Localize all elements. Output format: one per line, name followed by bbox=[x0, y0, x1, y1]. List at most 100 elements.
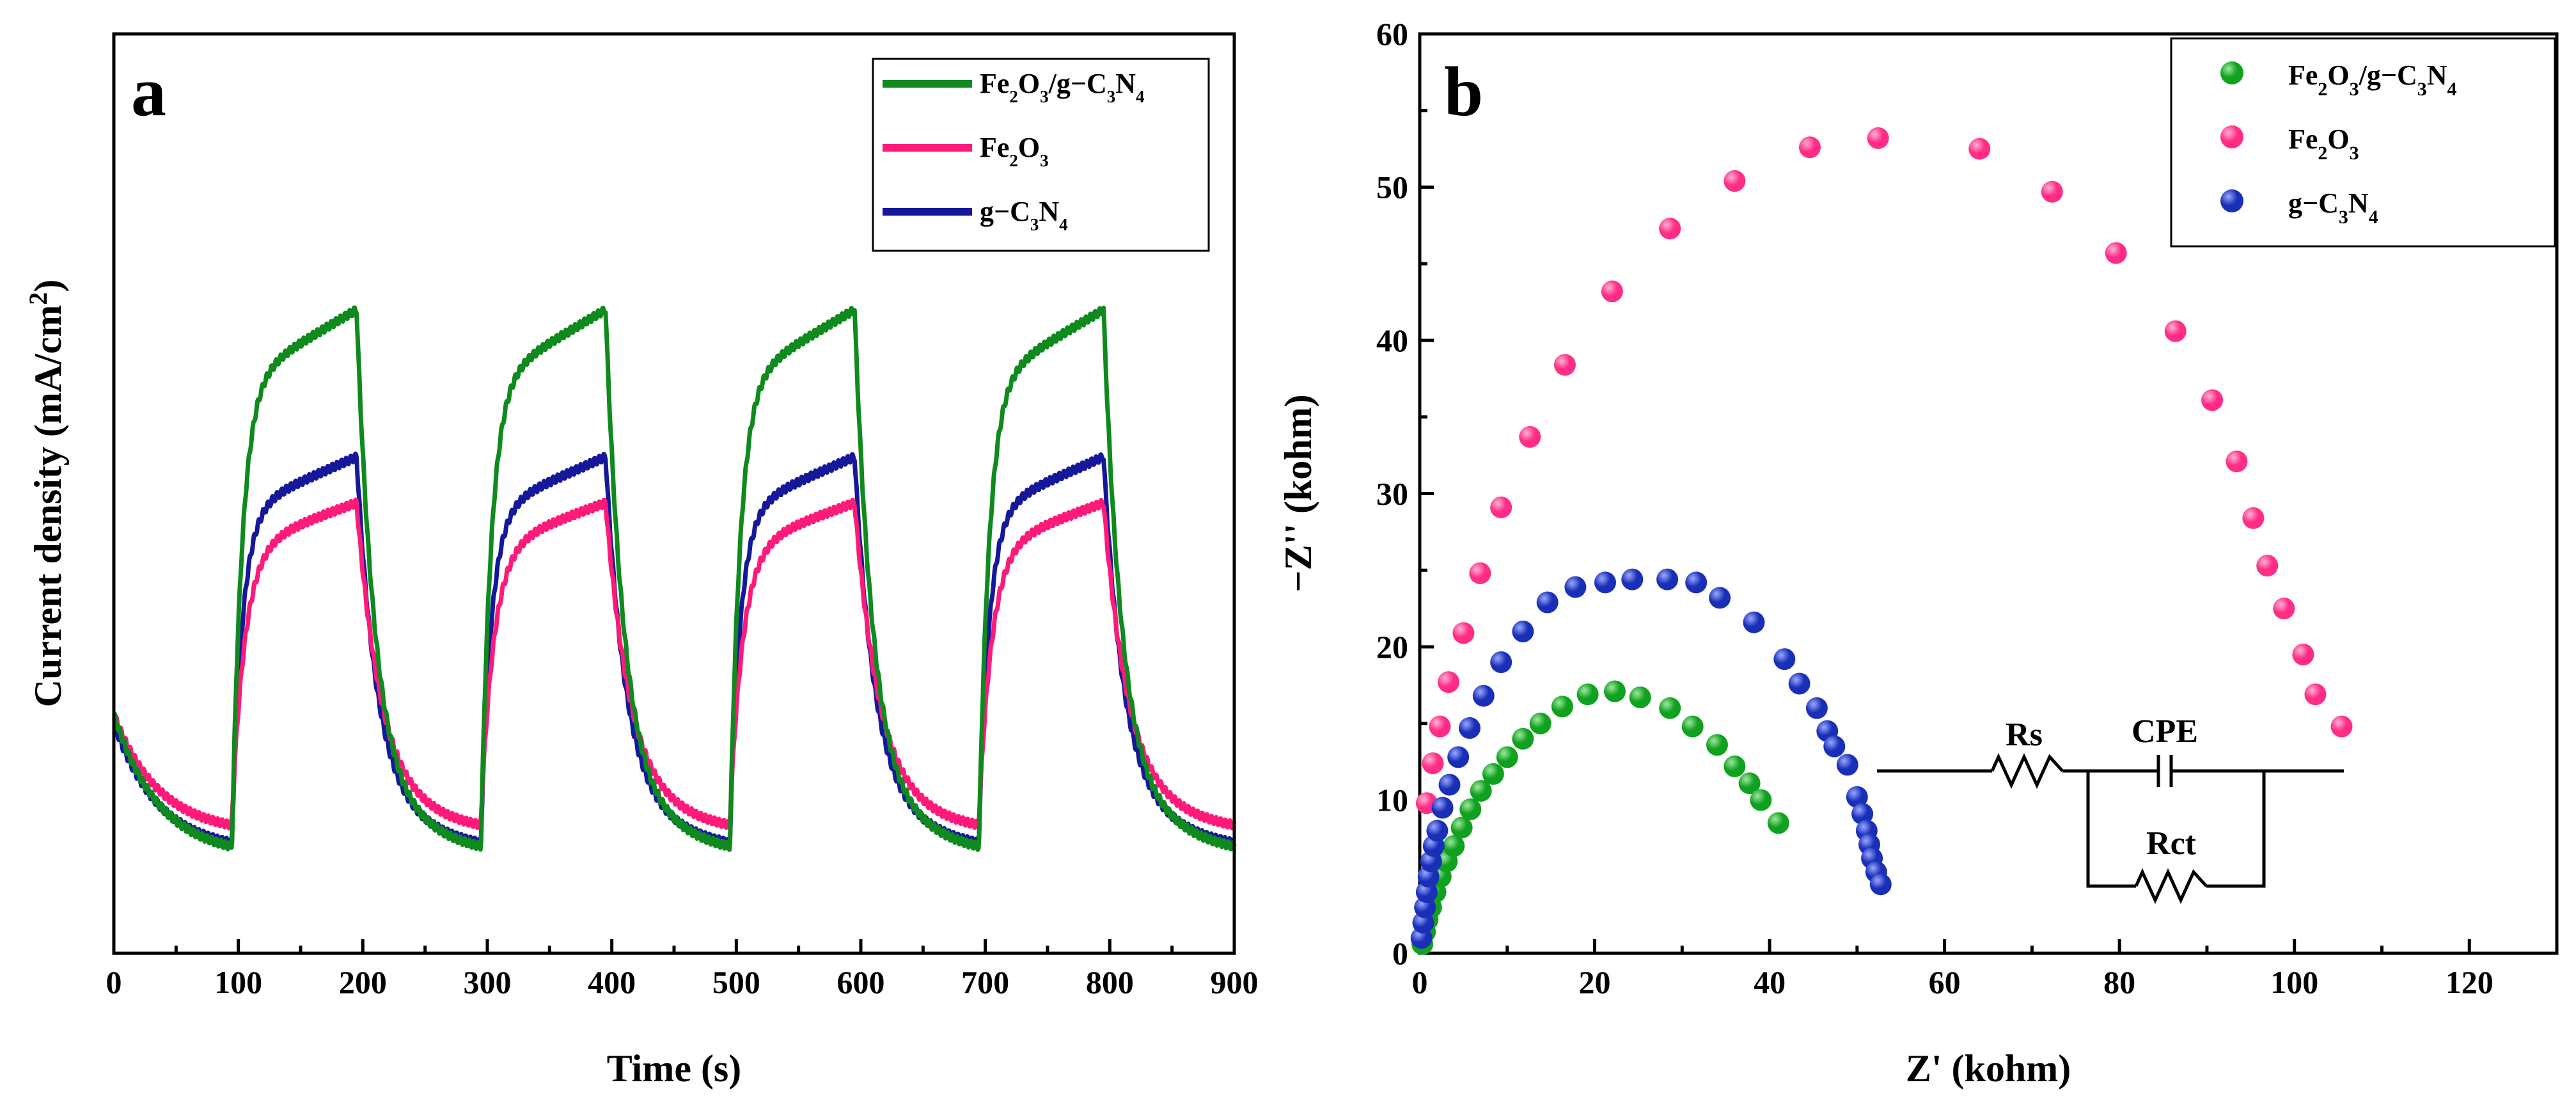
legend-text-part: 4 bbox=[2369, 207, 2378, 228]
panel-b-point-fe2o3 bbox=[1554, 354, 1576, 376]
panel-a-x-ticks: 0 100 200 300 400 500 600 700 800 900 bbox=[106, 939, 1259, 1000]
panel-b-point-fe2o3 bbox=[1968, 138, 1991, 160]
legend-text-part: 3 bbox=[1107, 87, 1116, 106]
panel-a-y-axis-label-sup: 2 bbox=[24, 292, 52, 305]
panel-a-series-line-gc3n4 bbox=[112, 451, 1236, 848]
legend-text-part: Fe bbox=[980, 132, 1009, 163]
legend-text-part: /g−C bbox=[1048, 68, 1107, 99]
panel-b-point-gc3n4 bbox=[1709, 587, 1731, 609]
panel-b-point-fe2o3 bbox=[1659, 218, 1681, 240]
panel-b-point-fe2o3 bbox=[2256, 555, 2279, 577]
panel-b-y-tick-label: 20 bbox=[1376, 629, 1408, 665]
panel-b-point-gc3n4 bbox=[1447, 746, 1470, 768]
panel-b-point-fe2o3_gc3n4 bbox=[1459, 798, 1482, 820]
legend-text-part: N bbox=[1115, 68, 1136, 99]
panel-b-point-fe2o3_gc3n4 bbox=[1496, 746, 1518, 768]
panel-b-point-gc3n4 bbox=[1536, 591, 1559, 614]
panel-b-point-fe2o3 bbox=[1799, 136, 1821, 159]
panel-b-point-gc3n4 bbox=[1426, 820, 1449, 842]
panel-b-point-fe2o3 bbox=[2330, 715, 2353, 738]
panel-b-point-fe2o3 bbox=[1422, 752, 1444, 774]
panel-b-point-fe2o3 bbox=[1519, 425, 1541, 448]
panel-b-point-fe2o3 bbox=[2201, 389, 2224, 411]
panel-b-x-tick-label: 120 bbox=[2446, 964, 2494, 1000]
panel-b-point-fe2o3_gc3n4 bbox=[1470, 780, 1492, 802]
panel-b-x-axis-label: Z' (kohm) bbox=[1906, 1047, 2071, 1090]
panel-b-y-tick-label: 50 bbox=[1376, 170, 1408, 205]
panel-b-letter: b bbox=[1444, 52, 1483, 131]
panel-b-point-fe2o3_gc3n4 bbox=[1659, 697, 1681, 719]
panel-a-y-axis-label-close: ) bbox=[27, 280, 69, 292]
panel-a-x-tick-label: 0 bbox=[106, 964, 122, 1000]
legend-text-part: 3 bbox=[2350, 79, 2359, 100]
panel-b-point-fe2o3_gc3n4 bbox=[1681, 715, 1704, 738]
panel-b-point-gc3n4 bbox=[1851, 803, 1874, 825]
panel-b-point-gc3n4 bbox=[1805, 697, 1828, 719]
panel-b-point-fe2o3_gc3n4 bbox=[1767, 812, 1789, 834]
panel-b-point-gc3n4 bbox=[1594, 571, 1616, 594]
panel-b-legend-marker-fe2o3 bbox=[2220, 125, 2243, 148]
panel-b-x-tick-label: 100 bbox=[2270, 964, 2318, 1000]
panel-b-y-tick-label: 40 bbox=[1376, 322, 1408, 358]
panel-b-point-fe2o3 bbox=[1490, 496, 1512, 519]
panel-b-point-fe2o3 bbox=[1601, 280, 1623, 303]
panel-a-y-axis-label: Current density (mA/cm2) bbox=[24, 280, 69, 708]
panel-b-point-gc3n4 bbox=[1564, 576, 1587, 598]
panel-a-x-tick-label: 300 bbox=[464, 964, 512, 1000]
panel-a-legend-label-fe2o3: Fe2O3 bbox=[980, 132, 1049, 170]
panel-b-point-fe2o3_gc3n4 bbox=[1706, 734, 1728, 756]
panel-b-point-gc3n4 bbox=[1788, 672, 1810, 695]
panel-b-point-gc3n4 bbox=[1823, 735, 1846, 758]
panel-b-point-fe2o3 bbox=[2041, 180, 2063, 203]
panel-b-point-fe2o3_gc3n4 bbox=[1443, 835, 1465, 857]
cpe-label: CPE bbox=[2132, 713, 2198, 750]
panel-a-legend-label-gc3n4: g−C3N4 bbox=[980, 196, 1068, 234]
legend-text-part: 3 bbox=[2350, 143, 2359, 164]
panel-a-x-tick-label: 900 bbox=[1211, 964, 1259, 1000]
panel-b-legend-marker-gc3n4 bbox=[2220, 189, 2243, 212]
legend-text-part: N bbox=[2427, 60, 2447, 91]
panel-b-point-fe2o3_gc3n4 bbox=[1750, 789, 1772, 811]
panel-b-point-fe2o3_gc3n4 bbox=[1551, 695, 1573, 718]
legend-text-part: O bbox=[1018, 68, 1040, 99]
panel-a-y-axis-label-main: Current density (mA/cm bbox=[27, 305, 69, 708]
panel-b-point-fe2o3_gc3n4 bbox=[1482, 763, 1504, 785]
panel-a-x-tick-label: 600 bbox=[837, 964, 885, 1000]
panel-b-point-fe2o3 bbox=[2273, 598, 2295, 620]
legend-text-part: O bbox=[2327, 123, 2349, 155]
panel-b-legend-marker-fe2o3_gc3n4 bbox=[2220, 61, 2243, 84]
panel-b-point-fe2o3 bbox=[1469, 562, 1491, 584]
panel-b-x-tick-label: 80 bbox=[2103, 964, 2135, 1000]
panel-a-legend-label-fe2o3_gc3n4: Fe2O3/g−C3N4 bbox=[980, 68, 1145, 106]
panel-a-series bbox=[111, 305, 1237, 852]
legend-text-part: Fe bbox=[2288, 123, 2318, 155]
panel-b-point-fe2o3 bbox=[2226, 450, 2248, 473]
legend-text-part: 3 bbox=[1040, 151, 1049, 170]
panel-a-series-line-fe2o3_gc3n4 bbox=[112, 305, 1237, 852]
panel-b-point-fe2o3 bbox=[1452, 622, 1475, 644]
panel-b-point-fe2o3 bbox=[2292, 644, 2314, 665]
rs-resistor-symbol bbox=[1990, 752, 2064, 790]
panel-b-point-gc3n4 bbox=[1438, 774, 1461, 796]
panel-b-series bbox=[1410, 127, 2353, 955]
legend-text-part: N bbox=[2348, 187, 2369, 219]
panel-b-point-gc3n4 bbox=[1743, 611, 1765, 633]
legend-text-part: O bbox=[1018, 132, 1040, 163]
panel-b-y-tick-label: 30 bbox=[1376, 476, 1408, 512]
panel-b-point-fe2o3_gc3n4 bbox=[1604, 680, 1626, 702]
panel-b-point-fe2o3_gc3n4 bbox=[1529, 712, 1551, 734]
rct-resistor-symbol bbox=[2134, 868, 2208, 905]
legend-text-part: 4 bbox=[1136, 87, 1145, 106]
panel-b-x-tick-label: 60 bbox=[1929, 964, 1961, 1000]
rs-label: Rs bbox=[2006, 717, 2043, 753]
panel-b-x-tick-label: 0 bbox=[1412, 964, 1428, 1000]
legend-text-part: 3 bbox=[2339, 207, 2348, 228]
legend-text-part: 2 bbox=[1009, 87, 1018, 106]
panel-b-point-fe2o3_gc3n4 bbox=[1724, 755, 1746, 777]
legend-text-part: 2 bbox=[1009, 151, 1018, 170]
legend-text-part: Fe bbox=[2288, 60, 2318, 91]
panel-b-ticks: 0 20 40 60 80 100 120 0 10 20 30 40 50 60 bbox=[1376, 16, 2494, 1000]
